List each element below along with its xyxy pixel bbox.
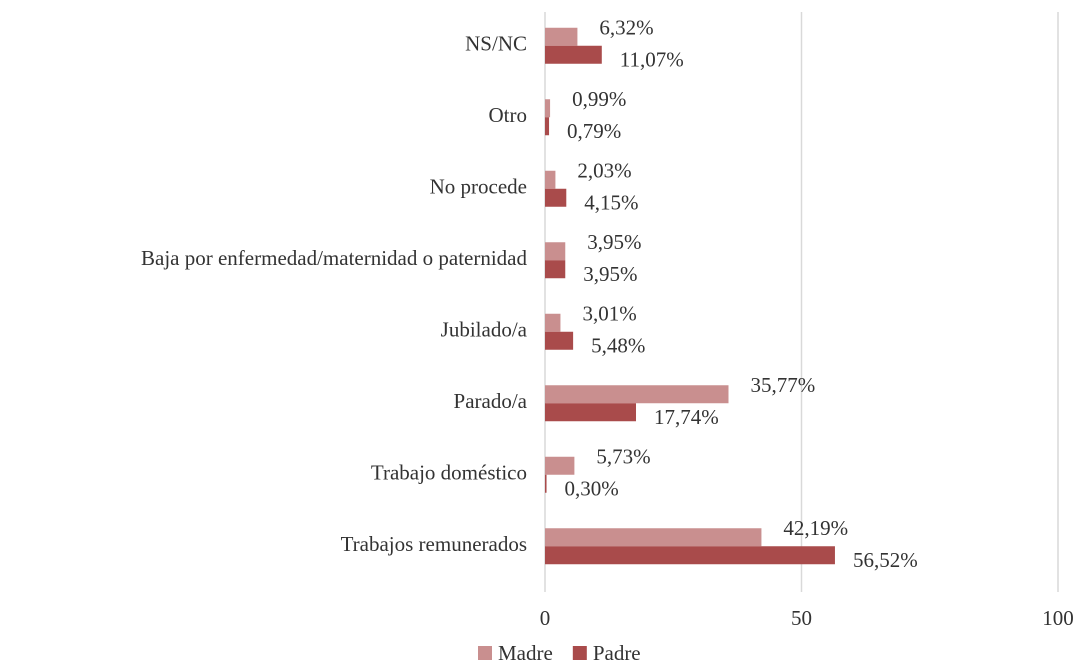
bar [545,45,602,64]
data-label: 0,30% [565,477,619,501]
x-tick-label: 0 [540,606,551,630]
data-label: 42,19% [783,516,848,540]
x-tick-label: 100 [1042,606,1074,630]
bar [545,403,637,422]
data-label: 0,99% [572,87,626,111]
y-tick-label: No procede [430,175,527,199]
bar [545,474,547,493]
bar [545,546,835,565]
legend-label: Padre [593,641,641,665]
y-tick-label: Trabajos remunerados [341,532,527,556]
data-label: 0,79% [567,119,621,143]
data-label: 4,15% [584,191,638,215]
bar [545,456,575,475]
data-label: 5,73% [596,445,650,469]
legend-swatch [478,646,492,660]
y-tick-label: Trabajo doméstico [371,461,527,485]
bar [545,27,578,46]
bar [545,170,556,189]
y-tick-label: Jubilado/a [441,318,528,342]
y-tick-label: Baja por enfermedad/maternidad o paterni… [141,246,527,270]
bar [545,331,574,350]
data-label: 11,07% [620,48,684,72]
bar [545,242,566,261]
y-tick-label: Parado/a [454,389,528,413]
data-label: 3,01% [582,302,636,326]
data-label: 6,32% [599,16,653,40]
bar [545,528,762,547]
data-label: 2,03% [577,159,631,183]
bar [545,313,561,332]
legend-label: Madre [498,641,553,665]
legend-swatch [572,646,587,660]
x-tick-label: 50 [791,606,812,630]
data-label: 5,48% [591,334,645,358]
data-label: 35,77% [751,373,816,397]
bar [545,188,567,207]
data-label: 3,95% [587,230,641,254]
bar [545,99,551,118]
data-label: 17,74% [654,405,719,429]
y-tick-label: Otro [489,103,528,127]
data-label: 56,52% [853,548,918,572]
bar [545,385,729,404]
bar [545,260,566,279]
y-tick-label: NS/NC [465,32,527,56]
data-label: 3,95% [583,262,637,286]
bar [545,117,550,136]
